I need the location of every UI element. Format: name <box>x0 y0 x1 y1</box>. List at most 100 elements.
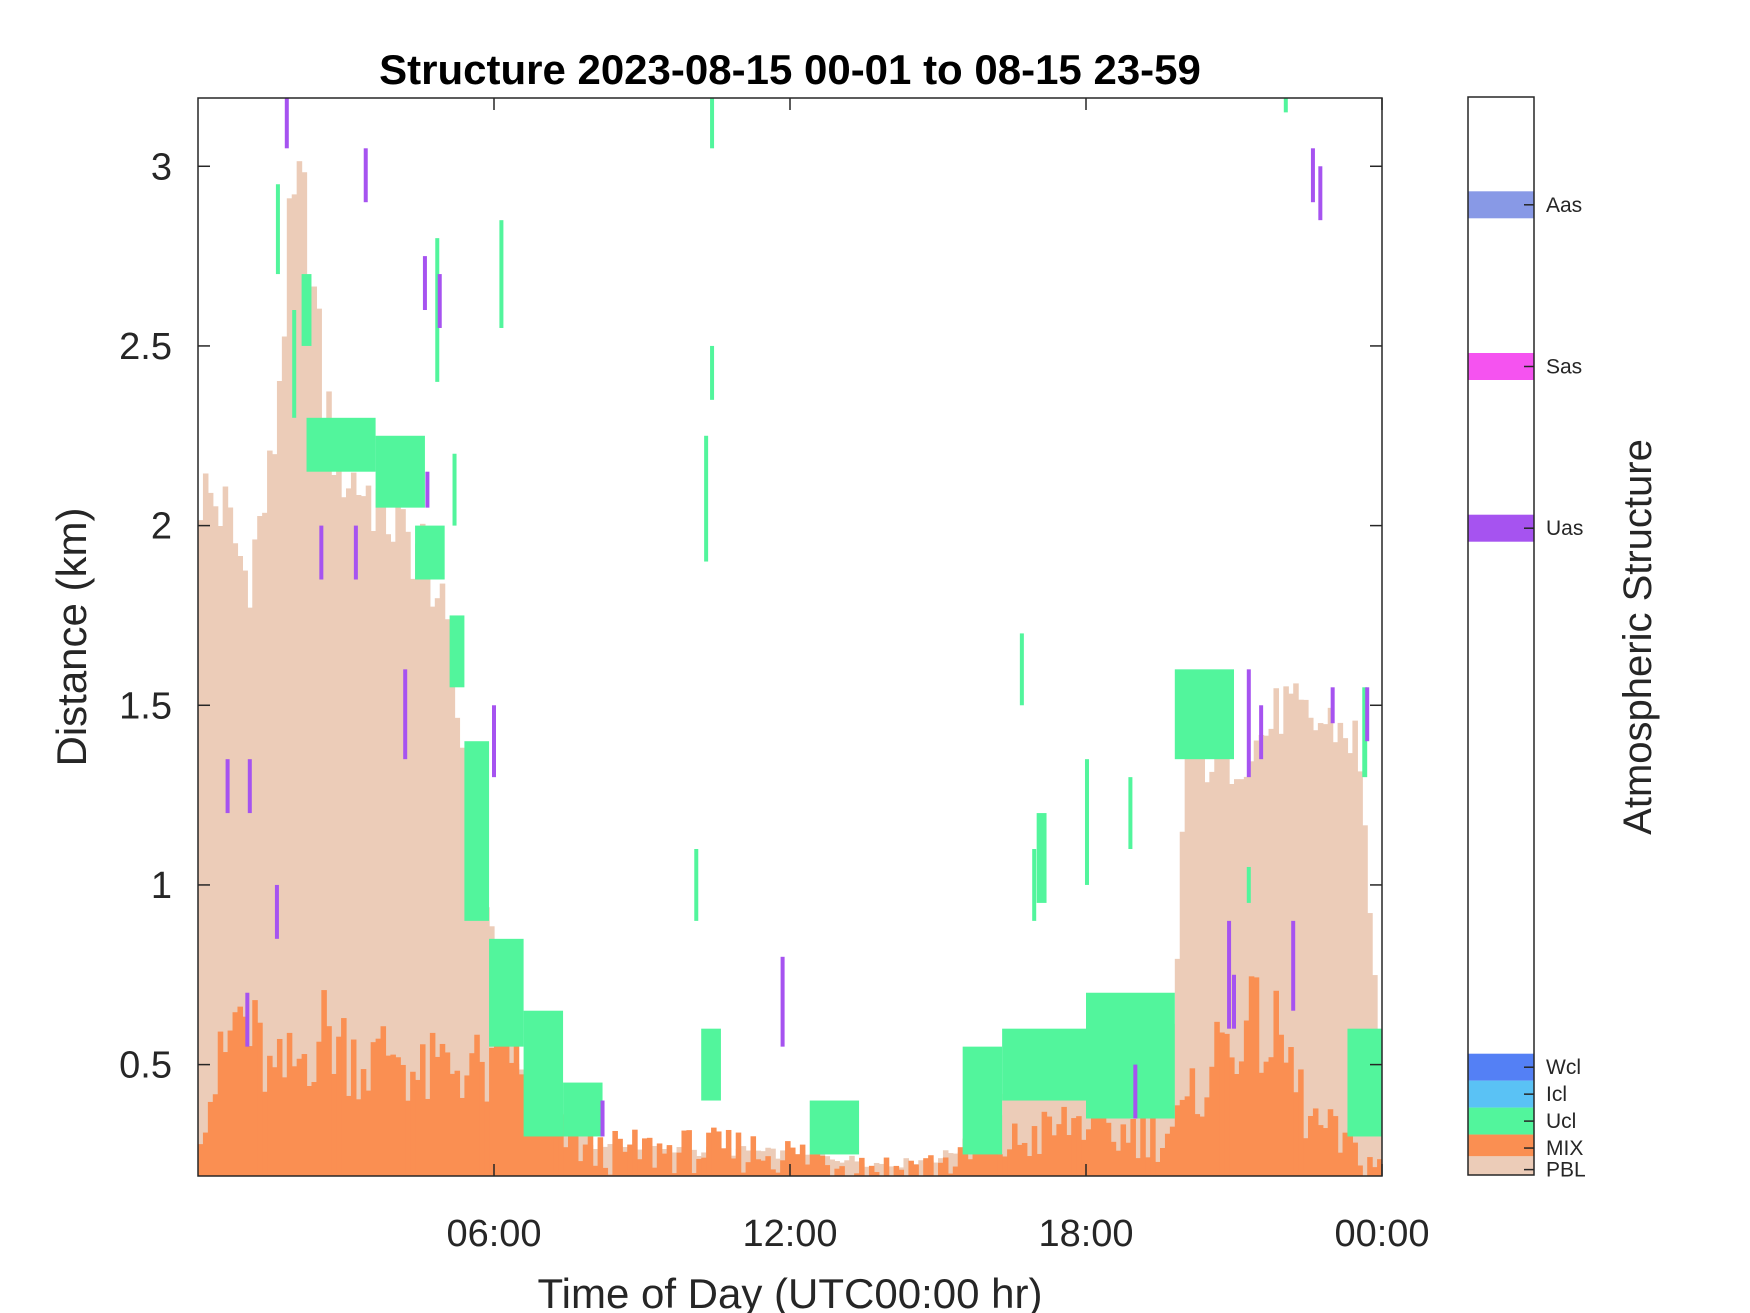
mix-column <box>474 1034 480 1176</box>
mix-column <box>691 1173 697 1176</box>
mix-column <box>242 1016 248 1176</box>
pbl-column <box>829 1159 835 1176</box>
mix-column <box>602 1167 609 1176</box>
mix-column <box>306 1085 313 1176</box>
pbl-column <box>1303 699 1309 1176</box>
pbl-column <box>405 531 411 1176</box>
mix-column <box>1071 1118 1077 1176</box>
mix-column <box>666 1145 673 1176</box>
pbl-column <box>380 464 387 1176</box>
mix-column <box>1012 1123 1018 1176</box>
pbl-column <box>385 534 391 1176</box>
pbl-column <box>198 520 204 1176</box>
mix-column <box>725 1129 732 1176</box>
ucl-cell <box>1174 669 1234 760</box>
mix-column <box>883 1157 890 1176</box>
mix-column <box>1041 1111 1048 1176</box>
mix-column <box>720 1148 727 1176</box>
mix-column <box>1357 1165 1363 1176</box>
pbl-column <box>1021 1064 1028 1176</box>
mix-column <box>646 1137 653 1176</box>
mix-column <box>582 1144 589 1176</box>
colorbar-swatch-pbl <box>1468 1156 1534 1175</box>
mix-column <box>592 1165 599 1176</box>
mix-column <box>706 1132 712 1176</box>
mix-column <box>1056 1124 1062 1176</box>
x-tick-label: 18:00 <box>1038 1213 1133 1255</box>
pbl-column <box>212 506 219 1176</box>
pbl-column <box>671 1152 678 1176</box>
mix-column <box>1105 1122 1112 1176</box>
mix-column <box>1337 1152 1344 1176</box>
mix-column <box>780 1160 786 1176</box>
mix-column <box>1317 1125 1324 1176</box>
mix-column <box>405 1100 411 1176</box>
pbl-column <box>444 619 451 1176</box>
pbl-column <box>1352 720 1358 1176</box>
colorbar-tick-label: Sas <box>1546 356 1582 379</box>
pbl-column <box>424 542 431 1176</box>
mix-column <box>854 1173 860 1176</box>
mix-column <box>1016 1144 1023 1176</box>
mix-column <box>1120 1124 1127 1176</box>
mix-column <box>1204 1097 1210 1176</box>
mix-column <box>454 1070 461 1176</box>
pbl-column <box>1031 1056 1038 1176</box>
mix-column <box>656 1143 663 1176</box>
mix-column <box>1145 1157 1151 1176</box>
uas-streak <box>425 471 430 508</box>
pbl-column <box>1184 751 1191 1176</box>
pbl-column <box>474 885 480 1176</box>
pbl-column <box>1234 779 1240 1176</box>
mix-column <box>1051 1135 1057 1176</box>
mix-column <box>1184 1096 1191 1176</box>
pbl-column <box>1327 707 1334 1176</box>
mix-column <box>972 1147 979 1176</box>
mix-column <box>637 1159 643 1176</box>
mix-column <box>1046 1116 1053 1176</box>
colorbar-tick-label: PBL <box>1546 1159 1586 1182</box>
pbl-column <box>247 607 253 1176</box>
y-tick-label: 2.5 <box>119 326 172 368</box>
mix-column <box>262 1091 268 1176</box>
uas-streak <box>1365 687 1370 742</box>
ucl-cell <box>1347 1028 1382 1137</box>
pbl-column <box>1337 722 1344 1176</box>
uas-streak <box>319 525 324 580</box>
uas-layer <box>225 98 1370 1137</box>
pbl-layer <box>198 161 1382 1176</box>
mix-column <box>1342 1132 1349 1176</box>
mix-column <box>508 1062 515 1176</box>
mix-column <box>350 1039 357 1176</box>
chart-title: Structure 2023-08-15 00-01 to 08-15 23-5… <box>379 46 1201 93</box>
uas-streak <box>1246 669 1251 778</box>
mix-column <box>503 1038 510 1176</box>
colorbar-swatch-uas <box>1468 514 1534 542</box>
mix-column <box>819 1155 826 1176</box>
mix-column <box>548 1127 554 1176</box>
mix-column <box>642 1138 648 1176</box>
mix-column <box>439 1043 446 1176</box>
ucl-cell <box>962 1046 1003 1155</box>
colorbar-label: Atmospheric Structure <box>1616 439 1660 835</box>
mix-layer <box>198 976 1382 1176</box>
mix-column <box>701 1157 707 1176</box>
mix-column <box>1095 1099 1102 1176</box>
uas-streak <box>247 759 252 814</box>
ucl-cell <box>809 1100 860 1155</box>
x-axis-label: Time of Day (UTC00:00 hr) <box>538 1270 1043 1313</box>
ucl-streak <box>1019 633 1024 706</box>
mix-column <box>1179 1099 1186 1176</box>
mix-column <box>730 1158 737 1176</box>
mix-column <box>415 1079 421 1176</box>
mix-column <box>375 1038 382 1176</box>
uas-streak <box>353 525 358 580</box>
ucl-cell <box>563 1082 603 1137</box>
pbl-column <box>469 823 475 1176</box>
plot-area <box>198 98 1382 1176</box>
ucl-streak <box>1128 777 1133 850</box>
mix-column <box>385 1055 391 1176</box>
ucl-cell <box>523 1010 564 1137</box>
pbl-column <box>484 907 490 1176</box>
mix-column <box>553 1120 559 1176</box>
